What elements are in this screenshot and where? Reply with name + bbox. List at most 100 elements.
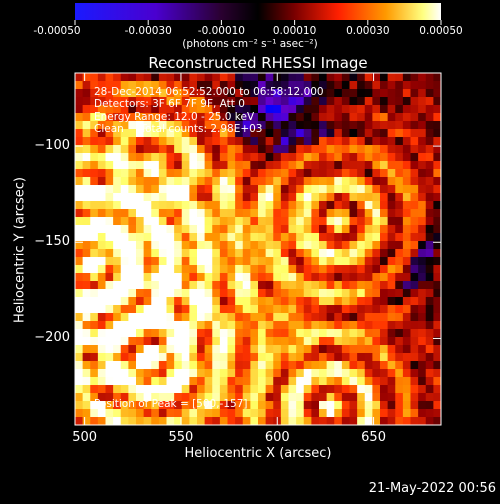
heatmap-cell (296, 361, 305, 370)
heatmap-cell (242, 361, 251, 370)
heatmap-cell (349, 385, 358, 394)
heatmap-cell (113, 73, 122, 82)
heatmap-cell (410, 321, 419, 330)
heatmap-cell (265, 297, 274, 306)
heatmap-cell (303, 121, 312, 130)
heatmap-cell (197, 241, 206, 250)
heatmap-cell (204, 233, 213, 242)
heatmap-cell (212, 393, 221, 402)
heatmap-cell (204, 105, 213, 114)
heatmap-cell (143, 89, 152, 98)
heatmap-cell (136, 385, 145, 394)
heatmap-cell (250, 409, 259, 418)
heatmap-cell (166, 241, 175, 250)
heatmap-cell (395, 201, 404, 210)
heatmap-cell (280, 265, 289, 274)
heatmap-cell (402, 273, 411, 282)
heatmap-cell (387, 385, 396, 394)
x-tick-label: 500 (72, 430, 98, 445)
heatmap-cell (326, 361, 335, 370)
heatmap-cell (326, 337, 335, 346)
heatmap-cell (395, 241, 404, 250)
heatmap-cell (410, 273, 419, 282)
heatmap-cell (387, 377, 396, 386)
heatmap-cell (212, 225, 221, 234)
heatmap-cell (380, 161, 389, 170)
heatmap-cell (402, 225, 411, 234)
heatmap-cell (227, 281, 236, 290)
heatmap-cell (219, 185, 228, 194)
heatmap-cell (402, 193, 411, 202)
heatmap-cell (75, 345, 84, 354)
heatmap-cell (197, 121, 206, 130)
heatmap-cell (341, 137, 350, 146)
heatmap-cell (433, 129, 442, 138)
heatmap-cell (334, 201, 343, 210)
heatmap-cell (349, 361, 358, 370)
heatmap-cell (158, 273, 167, 282)
heatmap-cell (219, 129, 228, 138)
heatmap-cell (105, 273, 114, 282)
heatmap-cell (288, 401, 297, 410)
heatmap-cell (212, 113, 221, 122)
heatmap-cell (288, 105, 297, 114)
heatmap-cell (410, 145, 419, 154)
heatmap-cell (235, 273, 244, 282)
heatmap-cell (166, 257, 175, 266)
heatmap-cell (303, 169, 312, 178)
heatmap-cell (128, 201, 137, 210)
heatmap-cell (204, 225, 213, 234)
heatmap-cell (75, 297, 84, 306)
heatmap-cell (113, 289, 122, 298)
heatmap-cell (410, 209, 419, 218)
heatmap-cell (113, 193, 122, 202)
heatmap-cell (410, 393, 419, 402)
heatmap-cell (197, 417, 206, 426)
heatmap-cell (212, 73, 221, 82)
heatmap-cell (319, 113, 328, 122)
heatmap-cell (258, 257, 267, 266)
heatmap-cell (166, 121, 175, 130)
heatmap-cell (433, 401, 442, 410)
heatmap-cell (75, 177, 84, 186)
heatmap-cell (120, 289, 129, 298)
heatmap-cell (387, 409, 396, 418)
heatmap-cell (380, 249, 389, 258)
heatmap-cell (189, 321, 198, 330)
heatmap-cell (166, 305, 175, 314)
heatmap-cell (90, 305, 99, 314)
heatmap-cell (120, 209, 129, 218)
heatmap-cell (410, 313, 419, 322)
heatmap-cell (402, 169, 411, 178)
heatmap-cell (204, 345, 213, 354)
heatmap-cell (227, 105, 236, 114)
heatmap-cell (219, 417, 228, 426)
heatmap-cell (197, 201, 206, 210)
heatmap-cell (82, 193, 91, 202)
heatmap-cell (357, 249, 366, 258)
heatmap-cell (120, 353, 129, 362)
heatmap-cell (280, 257, 289, 266)
heatmap-cell (189, 249, 198, 258)
heatmap-cell (235, 361, 244, 370)
heatmap-cell (143, 345, 152, 354)
heatmap-cell (395, 185, 404, 194)
heatmap-cell (280, 97, 289, 106)
heatmap-cell (303, 313, 312, 322)
heatmap-cell (189, 217, 198, 226)
heatmap-cell (341, 305, 350, 314)
heatmap-cell (174, 113, 183, 122)
heatmap-cell (303, 265, 312, 274)
heatmap-cell (219, 193, 228, 202)
heatmap-cell (402, 409, 411, 418)
heatmap-cell (197, 89, 206, 98)
heatmap-cell (189, 361, 198, 370)
heatmap-cell (242, 161, 251, 170)
heatmap-cell (395, 281, 404, 290)
heatmap-cell (166, 113, 175, 122)
heatmap-cell (97, 273, 106, 282)
heatmap-cell (181, 297, 190, 306)
heatmap-cell (380, 273, 389, 282)
heatmap-cell (372, 81, 381, 90)
heatmap-cell (235, 321, 244, 330)
